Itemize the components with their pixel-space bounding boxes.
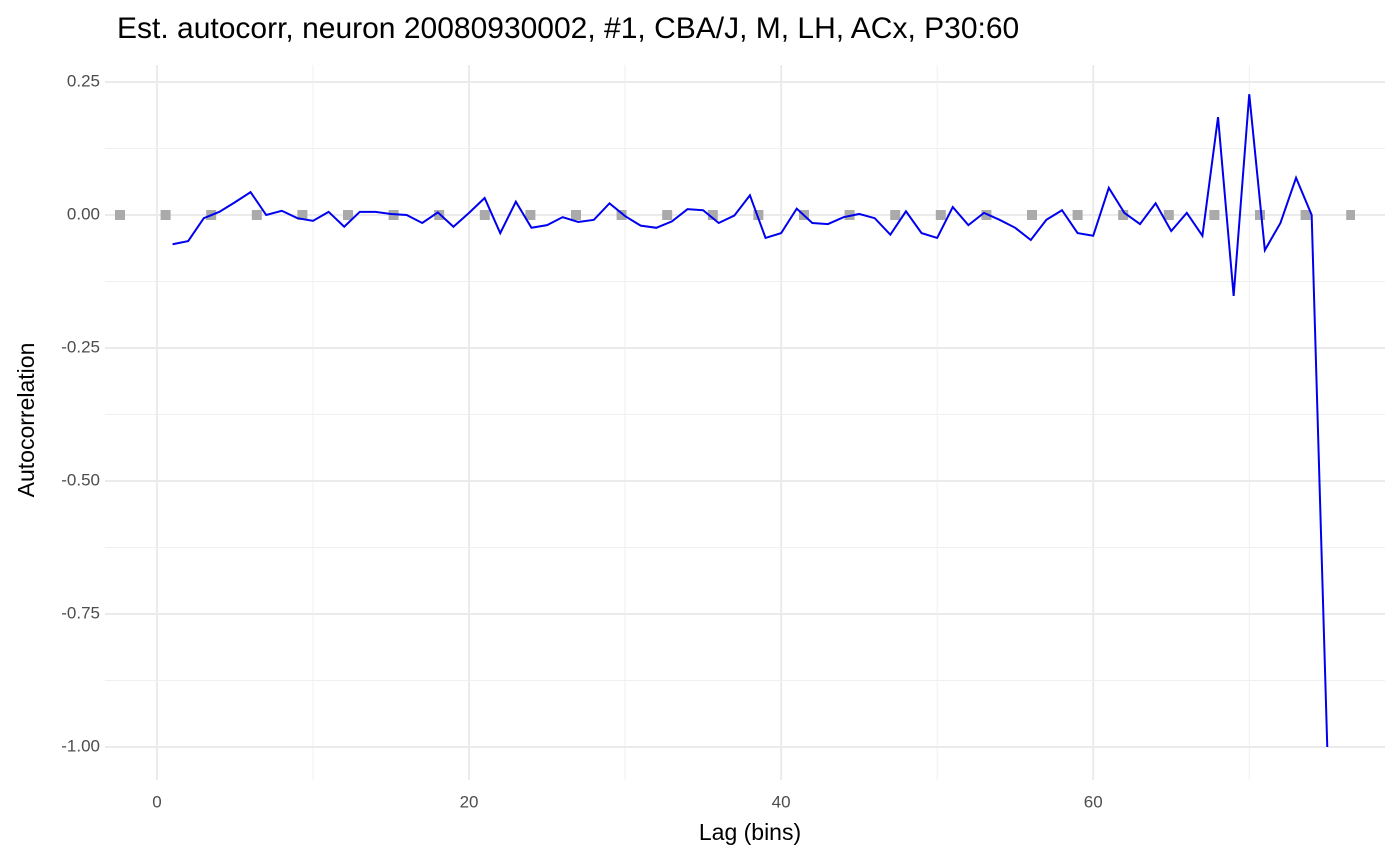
x-tick-label: 0: [152, 792, 161, 811]
y-tick-label: -0.50: [61, 471, 100, 490]
y-tick-label: -1.00: [61, 737, 100, 756]
x-tick-label: 60: [1084, 792, 1103, 811]
y-tick-label: 0.00: [67, 205, 100, 224]
y-tick-label: 0.25: [67, 72, 100, 91]
y-tick-label: -0.75: [61, 604, 100, 623]
x-tick-label: 20: [460, 792, 479, 811]
data-line: [172, 94, 1329, 748]
x-tick-label: 40: [772, 792, 791, 811]
y-tick-label: -0.25: [61, 338, 100, 357]
y-axis-label: Autocorrelation: [13, 343, 39, 498]
chart-title: Est. autocorr, neuron 20080930002, #1, C…: [117, 12, 1019, 45]
x-axis-label: Lag (bins): [699, 819, 801, 845]
